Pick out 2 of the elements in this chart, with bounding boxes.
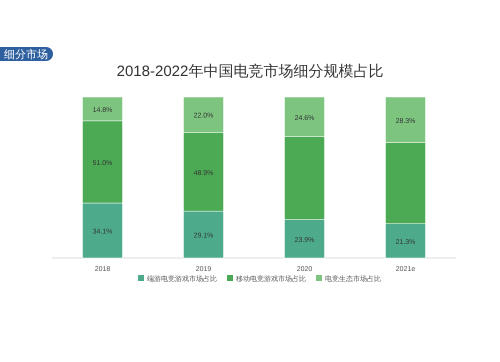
- text: 细分市场: [4, 48, 48, 61]
- chart-title: 2018-2022年中国电竞市场细分规模占比: [116, 63, 384, 80]
